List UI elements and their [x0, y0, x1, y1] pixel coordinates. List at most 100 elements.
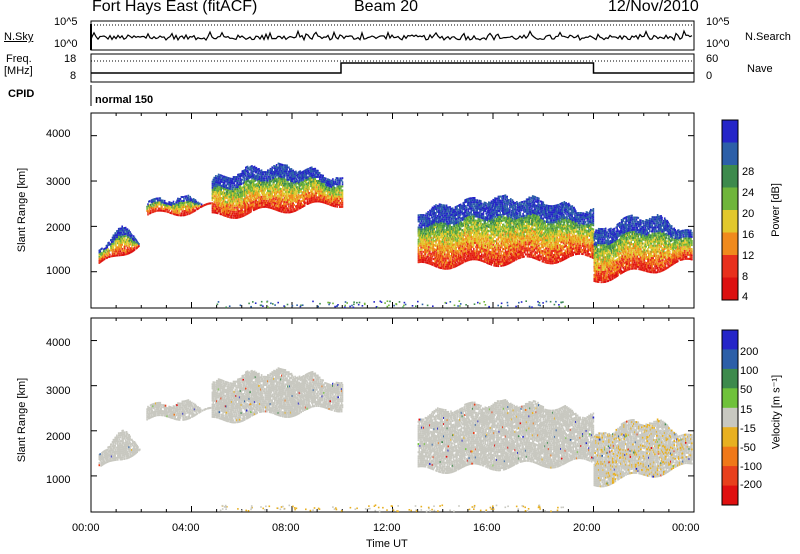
range-cell — [117, 254, 119, 257]
range-cell — [440, 254, 443, 257]
range-cell — [448, 212, 450, 215]
range-cell — [215, 181, 217, 184]
range-cell — [423, 246, 426, 249]
range-cell — [452, 233, 455, 236]
range-cell — [148, 206, 150, 209]
range-cell — [456, 231, 458, 234]
range-cell — [417, 257, 420, 260]
range-cell — [103, 254, 106, 256]
range-cell — [254, 191, 257, 194]
range-cell — [239, 195, 242, 198]
range-cell — [115, 236, 117, 239]
range-cell — [216, 183, 219, 186]
range-cell — [289, 172, 291, 175]
range-cell — [271, 176, 273, 179]
range-cell — [455, 254, 457, 257]
range-cell — [291, 186, 294, 189]
range-cell — [286, 174, 288, 177]
range-cell — [469, 203, 472, 206]
range-cell — [473, 239, 476, 242]
range-cell — [239, 181, 242, 184]
range-cell — [109, 253, 111, 256]
range-cell — [432, 225, 435, 228]
range-cell — [453, 239, 456, 242]
range-cell — [187, 196, 190, 199]
range-cell — [259, 190, 261, 193]
range-cell — [473, 215, 476, 218]
range-cell — [442, 245, 444, 248]
range-cell — [216, 181, 219, 184]
range-cell — [303, 192, 306, 195]
range-cell — [282, 194, 285, 197]
range-cell — [223, 183, 225, 186]
range-cell — [330, 183, 332, 186]
range-cell — [293, 179, 295, 182]
range-cell — [465, 198, 467, 201]
range-cell — [294, 197, 296, 200]
range-cell — [472, 231, 474, 234]
range-cell — [468, 256, 471, 259]
power-cb-8: 8 — [742, 271, 748, 283]
range-cell — [283, 166, 286, 169]
range-cell — [456, 244, 458, 247]
range-cell — [107, 248, 109, 251]
range-cell — [297, 171, 300, 174]
range-cell — [133, 244, 136, 247]
range-cell — [273, 195, 275, 198]
range-cell — [449, 214, 451, 217]
range-cell — [265, 199, 267, 202]
range-cell — [279, 189, 281, 192]
range-cell — [260, 185, 263, 188]
range-cell — [317, 169, 319, 172]
range-cell — [249, 198, 251, 201]
range-cell — [472, 229, 474, 232]
range-cell — [335, 193, 338, 196]
range-cell — [238, 196, 240, 198]
range-cell — [245, 207, 248, 209]
range-cell — [472, 256, 474, 259]
range-cell — [325, 196, 328, 199]
range-cell — [279, 173, 281, 176]
range-cell — [272, 201, 274, 204]
range-cell — [191, 205, 193, 208]
range-cell — [269, 180, 272, 183]
range-cell — [256, 172, 258, 175]
range-cell — [306, 182, 309, 185]
range-cell — [313, 167, 316, 170]
range-cell — [446, 247, 449, 250]
range-cell — [311, 192, 314, 195]
range-cell — [252, 168, 255, 171]
range-cell — [211, 199, 214, 202]
range-cell — [446, 253, 449, 256]
range-cell — [267, 173, 269, 176]
range-cell — [420, 216, 422, 218]
range-cell — [266, 185, 268, 188]
range-cell — [454, 228, 457, 231]
range-cell — [453, 223, 456, 225]
range-cell — [431, 206, 434, 209]
range-cell — [306, 184, 309, 187]
range-cell — [445, 231, 448, 233]
range-cell — [447, 237, 450, 239]
range-cell — [256, 201, 258, 204]
range-cell — [474, 223, 477, 226]
range-cell — [428, 252, 430, 255]
range-cell — [419, 232, 421, 235]
range-cell — [223, 196, 226, 199]
range-cell — [167, 211, 169, 214]
range-cell — [229, 200, 231, 202]
range-cell — [455, 258, 457, 261]
range-cell — [119, 237, 122, 240]
range-cell — [431, 223, 434, 225]
range-cell — [281, 194, 283, 197]
range-cell — [436, 237, 438, 240]
range-cell — [440, 265, 443, 268]
range-cell — [286, 184, 288, 187]
range-cell — [331, 204, 333, 207]
range-cell — [229, 181, 231, 184]
range-cell — [424, 259, 427, 262]
range-cell — [437, 253, 439, 256]
range-cell — [274, 188, 277, 191]
range-cell — [276, 194, 279, 197]
range-cell — [297, 183, 300, 186]
